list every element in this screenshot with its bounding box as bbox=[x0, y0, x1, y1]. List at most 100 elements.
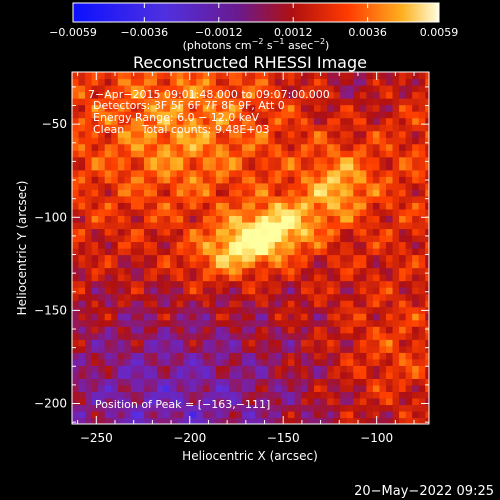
heatmap-cell bbox=[72, 417, 80, 424]
heatmap-cell bbox=[412, 410, 420, 419]
heatmap-cell bbox=[346, 326, 354, 334]
heatmap-cell bbox=[274, 319, 282, 327]
heatmap-cell bbox=[242, 248, 250, 256]
heatmap-cell bbox=[314, 91, 322, 99]
heatmap-cell bbox=[124, 287, 132, 295]
heatmap-cell bbox=[359, 280, 367, 288]
heatmap-cell bbox=[314, 195, 322, 203]
heatmap-cell bbox=[399, 261, 407, 269]
heatmap-cell bbox=[157, 248, 165, 256]
heatmap-cell bbox=[333, 319, 341, 327]
heatmap-cell bbox=[189, 261, 197, 269]
heatmap-cell bbox=[248, 189, 256, 197]
heatmap-cell bbox=[183, 124, 191, 132]
heatmap-cell bbox=[183, 176, 191, 184]
heatmap-cell bbox=[215, 319, 224, 327]
heatmap-cell bbox=[412, 241, 420, 249]
heatmap-cell bbox=[222, 150, 230, 158]
heatmap-cell bbox=[248, 404, 256, 412]
heatmap-cell bbox=[124, 78, 132, 86]
heatmap-cell bbox=[261, 208, 269, 217]
heatmap-cell bbox=[392, 391, 400, 399]
heatmap-cell bbox=[215, 287, 224, 295]
heatmap-cell bbox=[386, 293, 394, 301]
heatmap-cell bbox=[392, 274, 400, 282]
heatmap-cell bbox=[196, 124, 204, 132]
heatmap-cell bbox=[359, 313, 367, 321]
heatmap-cell bbox=[104, 202, 112, 210]
heatmap-cell bbox=[196, 358, 204, 366]
heatmap-cell bbox=[405, 404, 413, 412]
heatmap-cell bbox=[281, 195, 289, 203]
heatmap-cell bbox=[379, 319, 387, 327]
heatmap-cell bbox=[425, 280, 429, 288]
heatmap-cell bbox=[215, 410, 224, 419]
heatmap-cell bbox=[307, 189, 315, 197]
heatmap-cell bbox=[202, 319, 210, 327]
heatmap-cell bbox=[359, 410, 367, 419]
heatmap-cell bbox=[327, 410, 335, 419]
annotation-energy: Energy Range: 6.0 − 12.0 keV bbox=[93, 111, 260, 124]
heatmap-cell bbox=[294, 358, 302, 366]
heatmap-cell bbox=[176, 397, 184, 406]
heatmap-cell bbox=[314, 137, 322, 145]
heatmap-cell bbox=[340, 345, 348, 353]
heatmap-cell bbox=[261, 91, 269, 99]
heatmap-cell bbox=[209, 339, 217, 347]
heatmap-cell bbox=[163, 306, 171, 314]
heatmap-cell bbox=[405, 417, 413, 424]
heatmap-cell bbox=[320, 189, 328, 197]
heatmap-cell bbox=[157, 332, 165, 340]
heatmap-cell bbox=[202, 332, 210, 340]
heatmap-cell bbox=[261, 241, 269, 249]
heatmap-cell bbox=[78, 365, 86, 373]
heatmap-cell bbox=[72, 215, 80, 223]
heatmap-cell bbox=[235, 241, 243, 249]
heatmap-cell bbox=[281, 163, 289, 171]
heatmap-cell bbox=[189, 358, 197, 366]
heatmap-cell bbox=[170, 293, 178, 301]
heatmap-cell bbox=[176, 137, 184, 145]
heatmap-cell bbox=[300, 72, 309, 80]
heatmap-cell bbox=[85, 143, 93, 151]
heatmap-cell bbox=[346, 339, 354, 347]
heatmap-cell bbox=[366, 326, 374, 334]
heatmap-cell bbox=[130, 150, 139, 158]
colorbar-tick-label: 0.0059 bbox=[420, 26, 459, 39]
heatmap-cell bbox=[300, 254, 309, 262]
heatmap-cell bbox=[314, 384, 322, 393]
heatmap-cell bbox=[215, 163, 224, 171]
heatmap-cell bbox=[255, 339, 263, 347]
heatmap-cell bbox=[366, 254, 374, 262]
heatmap-cell bbox=[386, 248, 394, 256]
heatmap-cell bbox=[281, 91, 289, 99]
heatmap-cell bbox=[412, 176, 420, 184]
heatmap-cell bbox=[137, 267, 145, 275]
heatmap-cell bbox=[274, 417, 282, 424]
heatmap-cell bbox=[111, 111, 119, 119]
heatmap-cell bbox=[150, 274, 158, 282]
heatmap-cell bbox=[91, 332, 99, 340]
heatmap-cell bbox=[111, 248, 119, 256]
heatmap-cell bbox=[346, 189, 354, 197]
heatmap-cell bbox=[163, 137, 171, 145]
heatmap-cell bbox=[425, 111, 429, 119]
heatmap-cell bbox=[300, 189, 309, 197]
heatmap-cell bbox=[117, 215, 125, 223]
heatmap-cell bbox=[202, 182, 210, 190]
heatmap-cell bbox=[137, 78, 145, 86]
heatmap-cell bbox=[91, 117, 99, 125]
heatmap-cell bbox=[294, 208, 302, 217]
heatmap-cell bbox=[78, 143, 86, 151]
heatmap-cell bbox=[222, 267, 230, 275]
heatmap-cell bbox=[379, 111, 387, 119]
heatmap-cell bbox=[235, 248, 243, 256]
heatmap-cell bbox=[300, 150, 309, 158]
heatmap-cell bbox=[314, 313, 322, 321]
heatmap-cell bbox=[202, 274, 210, 282]
heatmap-cell bbox=[314, 358, 322, 366]
heatmap-cell bbox=[327, 124, 335, 132]
heatmap-cell bbox=[255, 91, 263, 99]
heatmap-cell bbox=[300, 261, 309, 269]
heatmap-cell bbox=[268, 137, 276, 145]
